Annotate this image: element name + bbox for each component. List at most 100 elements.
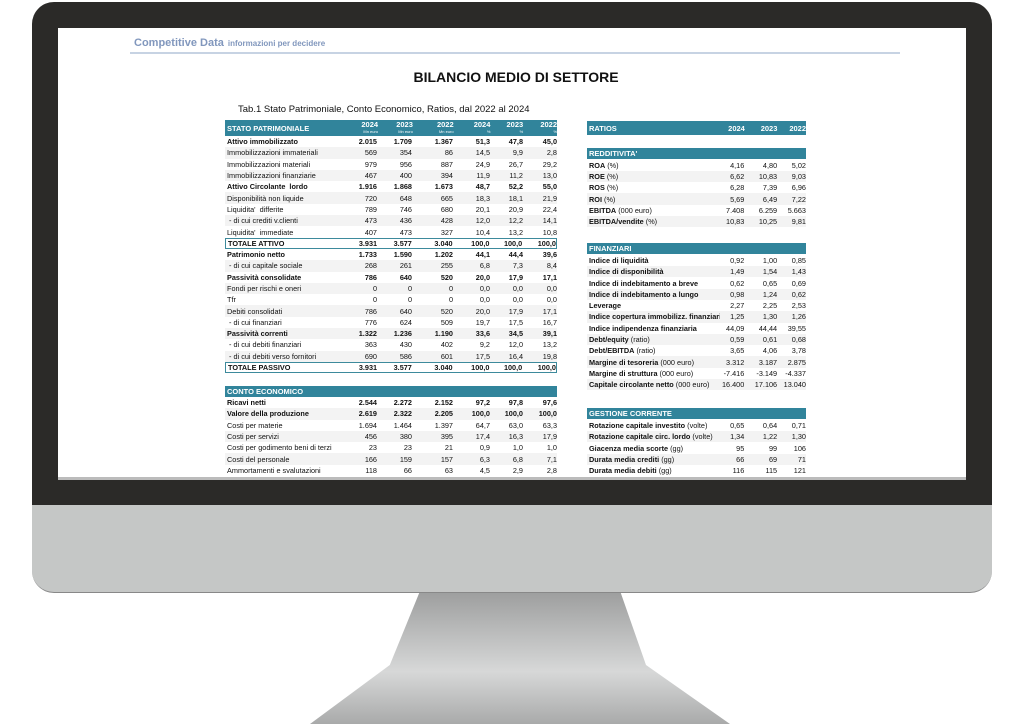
row-value: 6,62: [730, 171, 745, 181]
row-value: 3.040: [434, 238, 453, 248]
ratio-name: Durata media crediti: [589, 454, 660, 464]
row-value: 680: [440, 204, 453, 214]
row-value: 648: [399, 193, 412, 203]
row-value: 1.397: [434, 420, 453, 430]
row-value: 16,3: [508, 432, 523, 442]
conto-economico-table: CONTO ECONOMICO Ricavi netti 2.544 2.272 2.1…: [225, 386, 557, 476]
row-value: 640: [399, 306, 412, 316]
row-value: 9,9: [512, 148, 523, 158]
row-value: 520: [440, 306, 453, 316]
row-label: Immobilizzazioni immateriali: [227, 148, 318, 158]
row-value: 586: [399, 351, 412, 361]
ratio-row: ROS (%) 6,28 7,39 6,96: [587, 182, 806, 193]
table-row: Immobilizzazioni immateriali 569 354 86 14,5…: [225, 147, 557, 159]
row-value: 39,55: [787, 323, 806, 333]
ratio-row: Indice di indebitamento a lungo 0,98 1,24 0…: [587, 288, 806, 300]
row-label: Patrimonio netto: [227, 250, 285, 260]
row-value: 0,59: [730, 335, 745, 344]
ratio-row: Debt/EBITDA (ratio) 3,65 4,06 3,78: [587, 345, 806, 356]
row-value: 16.400: [721, 380, 745, 390]
row-value: 69: [769, 454, 778, 464]
row-value: 2,8: [546, 465, 557, 475]
row-label: Indice indipendenza finanziaria: [587, 324, 720, 333]
row-label: Indice di indebitamento a breve: [587, 279, 720, 288]
row-value: 166: [364, 454, 377, 464]
ratio-row: Capitale circolante netto (000 euro) 16.4…: [587, 379, 806, 391]
row-value: 4,80: [762, 160, 778, 170]
row-value: 1.322: [358, 329, 377, 339]
row-value: 0,0: [546, 284, 557, 293]
row-value: 2,53: [791, 301, 806, 311]
row-value: 624: [399, 317, 412, 327]
row-value: 22,4: [542, 204, 557, 214]
section-body: ROA (%) 4,16 4,80 5,02 ROE (%) 6,62 10,83 9,03 R…: [587, 160, 806, 228]
row-label: Fondi per rischi e oneri: [227, 284, 302, 293]
table-body: Attivo immobilizzato 2.015 1.709 1.367 51,3 4…: [225, 136, 557, 374]
row-label: Valore della produzione: [227, 409, 309, 419]
table-row: Liquidita' differite 789 746 680 20,1 20,9 22,…: [225, 204, 557, 215]
ratio-name: EBITDA: [589, 205, 617, 215]
row-value: 0,68: [791, 335, 806, 344]
ratios-header: RATIOS 2024 2023 2022: [587, 121, 806, 135]
column-header: 2023%: [490, 121, 524, 135]
row-value: 354: [399, 148, 412, 158]
row-value: 99: [769, 443, 778, 453]
ratio-unit: (gg): [658, 466, 672, 476]
row-label: Debt/EBITDA (ratio): [587, 346, 720, 355]
row-value: 97,2: [475, 398, 490, 408]
row-value: 12,2: [508, 216, 523, 226]
row-label: Immobilizzazioni finanziarie: [227, 171, 316, 181]
row-label: EBITDA (000 euro): [587, 206, 720, 215]
row-label: Indice copertura immobilizz. finanziarie: [587, 312, 720, 321]
row-value: 5.663: [787, 205, 806, 215]
table-row: Ammortamenti e svalutazioni 118 66 63 4,5 2,9…: [225, 465, 557, 476]
ratio-row: ROA (%) 4,16 4,80 5,02: [587, 160, 806, 171]
ratio-name: ROE: [589, 171, 605, 181]
table-row: Tfr 0 0 0 0,0 0,0 0,0: [225, 294, 557, 305]
ratio-unit: (000 euro): [659, 368, 694, 378]
row-value: 363: [364, 340, 377, 350]
row-value: 690: [364, 351, 377, 361]
row-value: 3.312: [726, 357, 745, 367]
row-value: 2.619: [358, 409, 377, 419]
row-value: 21: [444, 443, 453, 453]
section-header: GESTIONE CORRENTE: [587, 408, 806, 420]
row-value: 44,1: [475, 250, 490, 260]
row-value: 1,30: [762, 312, 778, 322]
row-value: 48,7: [475, 182, 490, 192]
ratio-unit: (000 euro): [675, 380, 710, 390]
row-value: 2,25: [762, 301, 778, 311]
page-title: BILANCIO MEDIO DI SETTORE: [413, 69, 619, 85]
row-value: 71: [797, 454, 806, 464]
ratio-name: ROA: [589, 160, 606, 170]
row-value: 0,0: [512, 284, 523, 293]
table-header: CONTO ECONOMICO: [225, 386, 557, 397]
row-value: 21,9: [542, 193, 557, 203]
ratio-unit: (%): [604, 194, 616, 204]
column-header: 2024 Mn euro: [342, 121, 378, 135]
row-label: Attivo Circolante lordo: [227, 182, 308, 192]
table-row: Attivo immobilizzato 2.015 1.709 1.367 51,3 4…: [225, 136, 557, 147]
ratio-row: Margine di tesoreria (000 euro) 3.312 3.18…: [587, 356, 806, 368]
row-value: 979: [364, 159, 377, 169]
row-label: Margine di struttura (000 euro): [587, 369, 720, 378]
row-value: 63: [444, 465, 453, 475]
ratio-row: EBITDA (000 euro) 7.408 6.259 5.663: [587, 205, 806, 216]
row-value: 9,81: [791, 217, 806, 227]
row-value: 52,2: [508, 182, 523, 192]
row-value: 17,5: [475, 351, 490, 361]
column-year: 2022: [436, 120, 454, 129]
brand-name: Competitive Data: [134, 37, 224, 49]
row-value: 407: [364, 227, 377, 237]
row-value: 0,62: [791, 289, 806, 299]
row-value: 1.733: [358, 250, 377, 260]
row-value: 3.577: [393, 238, 412, 248]
row-value: 95: [736, 443, 745, 453]
row-value: 24,9: [475, 159, 490, 169]
row-value: 786: [364, 272, 377, 282]
table-row: Immobilizzazioni finanziarie 467 400 394 11,…: [225, 169, 557, 182]
row-value: 16,4: [508, 351, 523, 361]
column-year: 2023: [396, 120, 413, 129]
row-value: 2,9: [512, 465, 523, 475]
row-value: 1.709: [393, 137, 412, 147]
